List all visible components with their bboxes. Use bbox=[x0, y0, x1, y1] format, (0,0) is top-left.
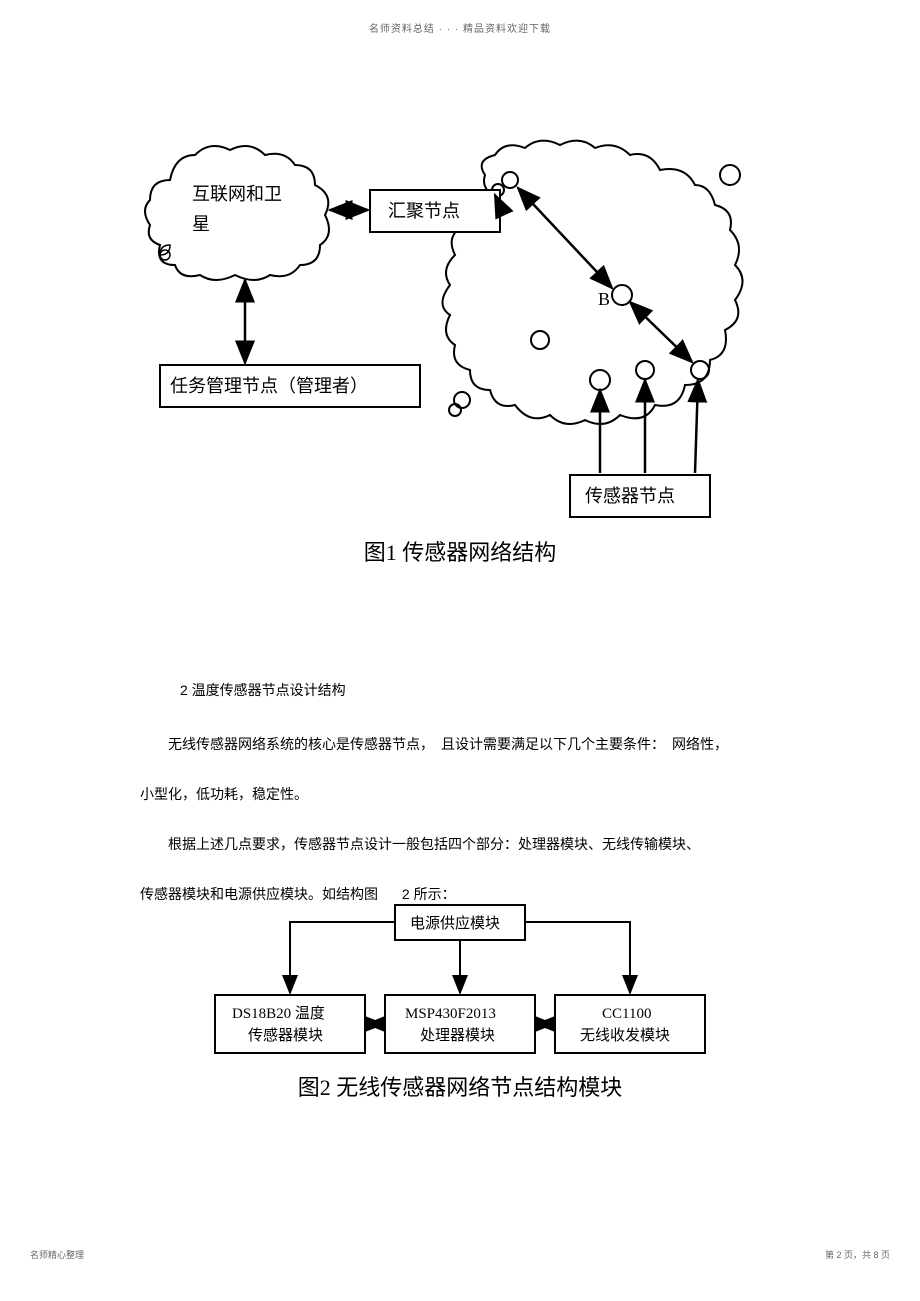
fig2-processor-label1: MSP430F2013 bbox=[405, 1006, 496, 1022]
sensor-node-b-label: B bbox=[598, 289, 610, 309]
fig2-box-sensor bbox=[215, 995, 365, 1053]
arrow-b-g bbox=[630, 302, 692, 362]
arrow-sensor-box3 bbox=[695, 380, 698, 473]
figure1-caption: 图1 传感器网络结构 bbox=[0, 535, 920, 567]
sensor-node-a bbox=[502, 172, 518, 188]
fig2-box-processor bbox=[385, 995, 535, 1053]
figure2-container: 电源供应模块 DS18B20 温度 传感器模块 MSP430F2013 处理器模… bbox=[210, 900, 710, 1070]
fig2-sensor-label1: DS18B20 温度 bbox=[232, 1005, 325, 1022]
para1-line2: 小型化，低功耗，稳定性。 bbox=[140, 775, 780, 814]
fig2-wireless-label2: 无线收发模块 bbox=[580, 1027, 670, 1044]
fig2-sensor-label2: 传感器模块 bbox=[248, 1027, 323, 1044]
footer-right: 第 2 页，共 8 页 bbox=[825, 1248, 890, 1261]
sensor-node-h bbox=[454, 392, 470, 408]
figure1-svg: B 汇聚节点 任务管理节点（管理者） 传感器节点 bbox=[140, 130, 780, 570]
fig2-arrow-power-wireless bbox=[525, 922, 630, 993]
figure1-container: B 汇聚节点 任务管理节点（管理者） 传感器节点 bbox=[140, 130, 780, 570]
fig2-box-wireless bbox=[555, 995, 705, 1053]
sensor-node-d bbox=[531, 331, 549, 349]
cloud-internet bbox=[145, 146, 329, 280]
para2-line1: 根据上述几点要求，传感器节点设计一般包括四个部分：处理器模块、无线传输模块、 bbox=[140, 825, 780, 864]
sensor-node-c bbox=[720, 165, 740, 185]
sensor-node-h2 bbox=[449, 404, 461, 416]
fig2-processor-label2: 处理器模块 bbox=[420, 1027, 495, 1044]
box-sink-label: 汇聚节点 bbox=[388, 201, 460, 221]
sensor-node-e bbox=[590, 370, 610, 390]
figure2-svg: 电源供应模块 DS18B20 温度 传感器模块 MSP430F2013 处理器模… bbox=[210, 900, 710, 1070]
sensor-node-g bbox=[691, 361, 709, 379]
fig2-arrow-power-sensor bbox=[290, 922, 395, 993]
figure2-caption: 图2 无线传感器网络节点结构模块 bbox=[0, 1070, 920, 1102]
page-header: 名师资料总结 · · · 精品资料欢迎下载 bbox=[0, 20, 920, 35]
cloud-internet-label2: 星 bbox=[192, 214, 210, 234]
sensor-node-b bbox=[612, 285, 632, 305]
fig2-power-label: 电源供应模块 bbox=[410, 914, 500, 932]
fig2-wireless-label1: CC1100 bbox=[602, 1006, 651, 1022]
para1-line1: 无线传感器网络系统的核心是传感器节点， 且设计需要满足以下几个主要条件： 网络性… bbox=[140, 725, 780, 764]
arrow-a-b bbox=[518, 188, 612, 288]
box-sensor-node-label: 传感器节点 bbox=[585, 486, 675, 506]
cloud-internet-label1: 互联网和卫 bbox=[192, 184, 282, 204]
footer-left: 名师精心整理 bbox=[30, 1248, 84, 1261]
box-manager-label: 任务管理节点（管理者） bbox=[170, 376, 368, 396]
sensor-node-f bbox=[636, 361, 654, 379]
section2-title: 2 温度传感器节点设计结构 bbox=[180, 680, 346, 700]
